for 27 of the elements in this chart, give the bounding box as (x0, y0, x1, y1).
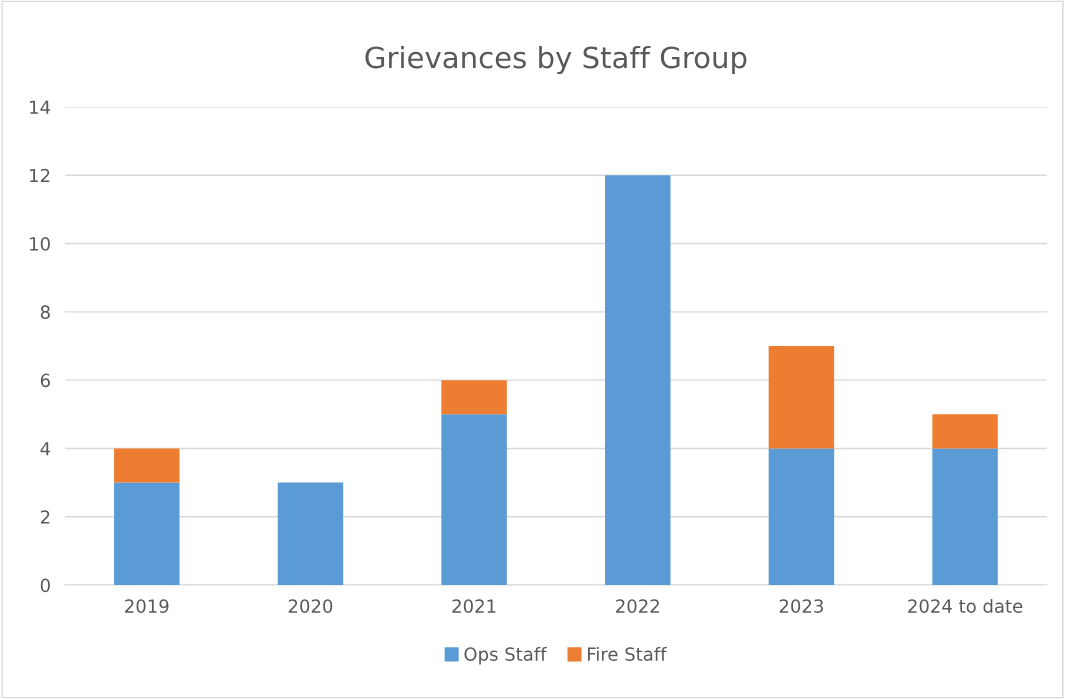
x-tick-label: 2019 (125, 599, 169, 613)
y-tick-label: 10 (30, 237, 50, 251)
x-tick-label: 2022 (616, 599, 659, 613)
x-tick-label: 2021 (452, 599, 496, 613)
legend-label: Ops Staff (464, 646, 547, 665)
y-tick-label: 6 (40, 373, 50, 388)
bar (114, 448, 180, 483)
y-tick-label: 0 (40, 578, 50, 593)
bar (441, 414, 507, 586)
y-tick-label: 12 (30, 168, 50, 183)
bar (768, 448, 835, 586)
y-tick-label: 4 (40, 442, 51, 456)
bar (768, 346, 835, 449)
x-tick-label: 2020 (288, 599, 333, 613)
chart-title: Grievances by Staff Group (365, 45, 747, 75)
bar (114, 482, 180, 586)
bar (932, 414, 998, 449)
bar (277, 482, 344, 586)
x-tick-label: 2024 to date (908, 598, 1023, 613)
legend-label: Fire Staff (588, 646, 667, 661)
bar (932, 448, 998, 586)
bar (441, 380, 507, 415)
y-tick-label: 8 (40, 305, 50, 319)
x-tick-label: 2023 (779, 599, 823, 613)
bar (605, 175, 671, 586)
y-tick-label: 14 (30, 100, 51, 114)
y-tick-label: 2 (40, 510, 50, 524)
